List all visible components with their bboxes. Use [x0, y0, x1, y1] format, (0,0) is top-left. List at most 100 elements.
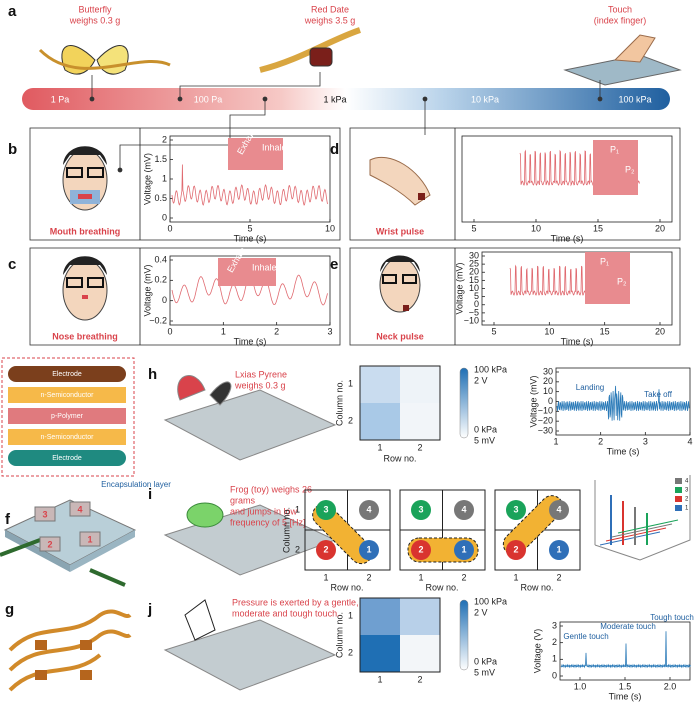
- x-tick-label: 1.5: [619, 681, 632, 691]
- touch-illustration: [563, 34, 682, 86]
- flexible-device-photo: [8, 609, 132, 692]
- x-axis-label: Row no.: [425, 582, 458, 592]
- item-note: weighs 0.3 g: [69, 15, 121, 25]
- y-tick-label: 5: [474, 291, 479, 301]
- x-tick-label: 2: [461, 572, 466, 582]
- butterfly-illustration: [38, 45, 171, 75]
- pixel: [79, 531, 101, 547]
- y-tick-label: 30: [469, 250, 479, 260]
- annotation: Moderate touch: [600, 622, 656, 631]
- x-axis-label: Time (s): [561, 336, 594, 346]
- plot-3d-frame: [594, 475, 691, 561]
- y-tick-label: −10: [464, 315, 479, 325]
- x-tick-label: 2: [366, 572, 371, 582]
- heatmap-h: [359, 365, 441, 441]
- annotation: Tough touch: [650, 613, 694, 622]
- note: Lxias Pyrene: [235, 369, 287, 379]
- item-name: Touch: [608, 4, 632, 14]
- pixel-label: 4: [77, 504, 82, 514]
- pixel-dot: [359, 500, 379, 520]
- x-axis-label: Time (s): [234, 336, 267, 346]
- x-tick-label: 1: [377, 674, 382, 684]
- legend-swatch: [675, 487, 682, 493]
- baseline: [617, 519, 679, 534]
- note: weighs 0.3 g: [234, 380, 286, 390]
- panel-caption: Wrist pulse: [376, 226, 424, 236]
- item-name: Butterfly: [78, 4, 112, 14]
- note: frequency of 5 [Hz]: [230, 517, 306, 527]
- x-axis-label: Row no.: [520, 582, 553, 592]
- panel-letter: e: [330, 256, 338, 273]
- x-tick-label: 1: [377, 442, 382, 452]
- heatmap-j: [359, 597, 441, 673]
- y-tick-label: 0: [552, 670, 557, 680]
- x-tick-label: 0: [167, 326, 172, 336]
- colorbar-label: 2 V: [474, 607, 488, 617]
- inset: [593, 140, 638, 195]
- spike: [622, 501, 624, 545]
- spike: [610, 495, 612, 545]
- panel-letter: i: [148, 486, 152, 503]
- annotation: Landing: [576, 383, 604, 392]
- pixel-label: 1: [87, 534, 92, 544]
- y-tick-label: 0: [162, 295, 167, 305]
- pixel-label: 3: [513, 504, 518, 514]
- y-axis-label: Voltage (V): [532, 629, 542, 674]
- scale-label: 1 Pa: [51, 94, 70, 104]
- x-tick-label: 4: [687, 436, 692, 446]
- spike: [646, 513, 648, 545]
- y-tick-label: −20: [538, 416, 553, 426]
- panel-caption: Neck pulse: [376, 331, 424, 341]
- note: Pressure is exerted by a gentle,: [232, 597, 359, 607]
- inset-label: Inhale: [262, 142, 287, 152]
- colorbar-label: 2 V: [474, 375, 488, 385]
- pixel-label: 4: [366, 504, 371, 514]
- panel-letter: j: [147, 601, 152, 618]
- x-tick-label: 2: [417, 674, 422, 684]
- pixel-label: 2: [513, 544, 518, 554]
- panel-caption: Mouth breathing: [50, 226, 121, 236]
- layer: [8, 408, 126, 424]
- x-tick-label: 15: [593, 223, 603, 233]
- panel-letter: g: [5, 601, 14, 618]
- connector-lines: [89, 72, 603, 173]
- y-tick-label: 2: [348, 647, 353, 657]
- y-tick-label: 0.4: [154, 254, 167, 264]
- panel-letter: h: [148, 366, 157, 383]
- pixel-label: 4: [461, 504, 466, 514]
- pixel-label: 1: [461, 544, 466, 554]
- panel-d-frame: [349, 127, 681, 241]
- x-tick-label: 2: [274, 326, 279, 336]
- layer-label: p-Polymer: [51, 413, 84, 420]
- layer-label: Electrode: [52, 455, 82, 462]
- x-tick-label: 1: [221, 326, 226, 336]
- note: and jumps in low: [230, 506, 298, 516]
- pixel-dot: [454, 540, 474, 560]
- x-tick-label: 20: [655, 326, 665, 336]
- x-tick-label: 15: [600, 326, 610, 336]
- y-tick-label: 1: [295, 504, 300, 514]
- scale-label: 100 kPa: [618, 94, 651, 104]
- x-tick-label: 1: [323, 572, 328, 582]
- scale-label: 10 kPa: [471, 94, 499, 104]
- plot-frame: [461, 135, 673, 223]
- pixel-dot: [549, 500, 569, 520]
- y-axis-label: Voltage (mV): [142, 264, 152, 316]
- colorbar-label: 100 kPa: [474, 364, 507, 374]
- y-tick-label: 1.5: [154, 154, 167, 164]
- panel-letter: b: [8, 141, 17, 158]
- x-tick-label: 10: [544, 326, 554, 336]
- y-tick-label: 2: [348, 415, 353, 425]
- y-tick-label: 1: [552, 654, 557, 664]
- note: grams: [230, 495, 256, 505]
- colorbar: [459, 599, 469, 671]
- inset: [585, 252, 630, 304]
- x-axis-label: Row no.: [330, 582, 363, 592]
- x-tick-label: 1.0: [574, 681, 587, 691]
- x-axis-label: Time (s): [234, 233, 267, 243]
- inset: [218, 258, 276, 286]
- y-axis-label: Voltage (mV): [528, 375, 538, 427]
- item-note: (index finger): [594, 15, 647, 25]
- x-tick-label: 1: [553, 436, 558, 446]
